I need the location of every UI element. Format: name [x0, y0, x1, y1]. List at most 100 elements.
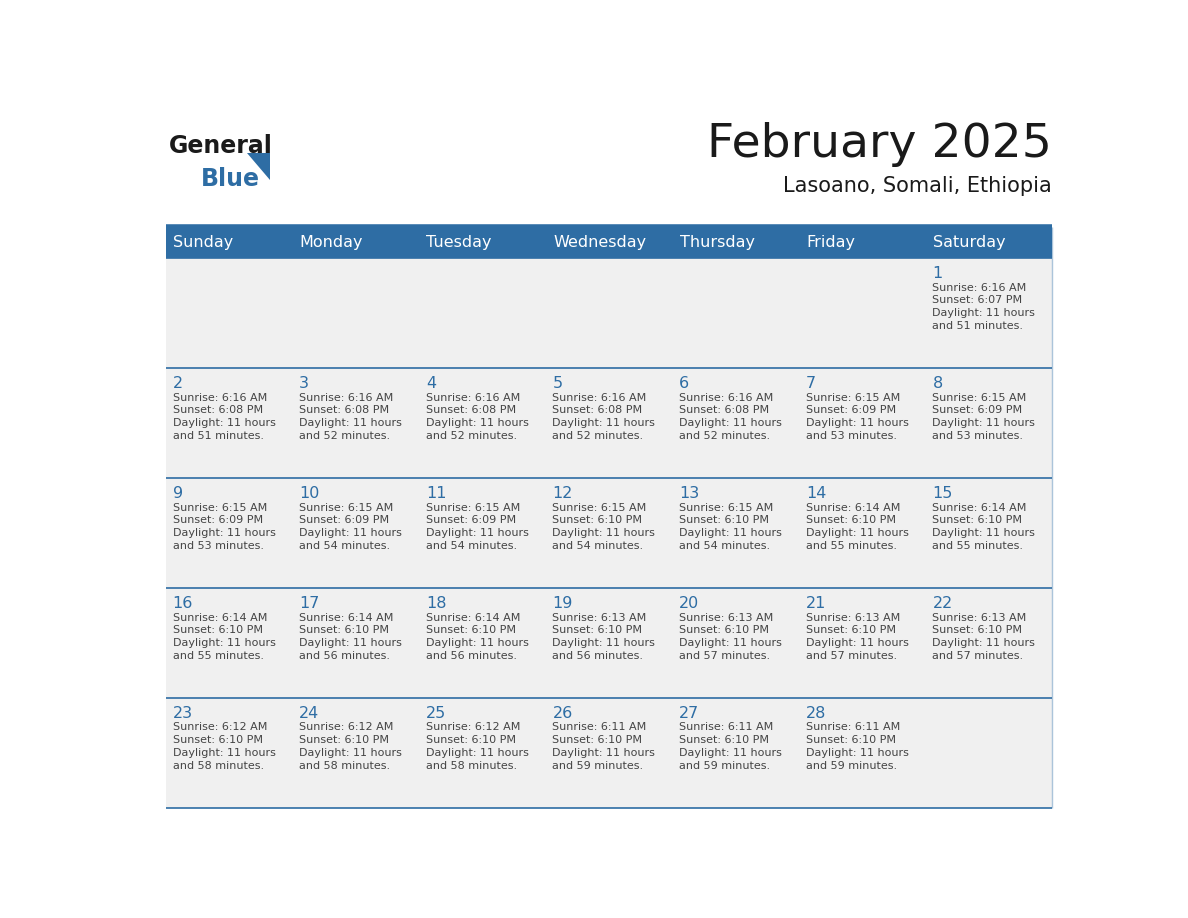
Text: Daylight: 11 hours: Daylight: 11 hours [425, 528, 529, 538]
Polygon shape [672, 478, 798, 588]
Text: and 55 minutes.: and 55 minutes. [172, 651, 264, 661]
Polygon shape [165, 698, 292, 808]
Text: Saturday: Saturday [933, 235, 1006, 250]
Text: General: General [169, 133, 272, 158]
Text: Daylight: 11 hours: Daylight: 11 hours [172, 638, 276, 648]
Text: 27: 27 [680, 706, 700, 721]
Polygon shape [419, 588, 545, 698]
Polygon shape [545, 227, 672, 258]
Text: Sunset: 6:09 PM: Sunset: 6:09 PM [933, 406, 1023, 415]
Text: and 59 minutes.: and 59 minutes. [680, 761, 770, 770]
Text: Sunset: 6:09 PM: Sunset: 6:09 PM [805, 406, 896, 415]
Polygon shape [798, 478, 925, 588]
Text: and 56 minutes.: and 56 minutes. [552, 651, 644, 661]
Text: Daylight: 11 hours: Daylight: 11 hours [805, 528, 909, 538]
Text: Sunrise: 6:15 AM: Sunrise: 6:15 AM [425, 502, 520, 512]
Polygon shape [545, 588, 672, 698]
Polygon shape [672, 368, 798, 478]
Text: Sunrise: 6:14 AM: Sunrise: 6:14 AM [172, 612, 267, 622]
Text: Daylight: 11 hours: Daylight: 11 hours [680, 748, 782, 758]
Text: Daylight: 11 hours: Daylight: 11 hours [425, 638, 529, 648]
Text: Sunrise: 6:15 AM: Sunrise: 6:15 AM [552, 502, 646, 512]
Text: and 56 minutes.: and 56 minutes. [299, 651, 390, 661]
Text: Sunrise: 6:16 AM: Sunrise: 6:16 AM [552, 393, 646, 403]
Text: Sunset: 6:10 PM: Sunset: 6:10 PM [172, 625, 263, 635]
Polygon shape [925, 698, 1053, 808]
Text: Daylight: 11 hours: Daylight: 11 hours [933, 638, 1035, 648]
Text: Daylight: 11 hours: Daylight: 11 hours [299, 418, 402, 428]
Text: Sunrise: 6:11 AM: Sunrise: 6:11 AM [805, 722, 901, 733]
Polygon shape [419, 258, 545, 368]
Polygon shape [247, 152, 270, 180]
Polygon shape [165, 258, 292, 368]
Text: Daylight: 11 hours: Daylight: 11 hours [933, 308, 1035, 318]
Polygon shape [925, 258, 1053, 368]
Text: Blue: Blue [201, 167, 260, 191]
Polygon shape [419, 368, 545, 478]
Text: Daylight: 11 hours: Daylight: 11 hours [933, 528, 1035, 538]
Text: Sunrise: 6:16 AM: Sunrise: 6:16 AM [299, 393, 393, 403]
Polygon shape [672, 588, 798, 698]
Text: 24: 24 [299, 706, 320, 721]
Text: and 52 minutes.: and 52 minutes. [425, 431, 517, 441]
Text: Sunset: 6:10 PM: Sunset: 6:10 PM [805, 625, 896, 635]
Text: Wednesday: Wednesday [554, 235, 646, 250]
Text: Daylight: 11 hours: Daylight: 11 hours [552, 748, 656, 758]
Text: and 58 minutes.: and 58 minutes. [172, 761, 264, 770]
Text: and 57 minutes.: and 57 minutes. [805, 651, 897, 661]
Polygon shape [292, 478, 419, 588]
Text: Sunrise: 6:13 AM: Sunrise: 6:13 AM [805, 612, 901, 622]
Text: and 58 minutes.: and 58 minutes. [299, 761, 391, 770]
Text: 7: 7 [805, 375, 816, 391]
Polygon shape [672, 258, 798, 368]
Text: and 54 minutes.: and 54 minutes. [299, 541, 391, 551]
Text: Daylight: 11 hours: Daylight: 11 hours [933, 418, 1035, 428]
Text: 4: 4 [425, 375, 436, 391]
Text: Sunrise: 6:13 AM: Sunrise: 6:13 AM [933, 612, 1026, 622]
Text: Sunset: 6:09 PM: Sunset: 6:09 PM [299, 515, 390, 525]
Text: Sunset: 6:10 PM: Sunset: 6:10 PM [552, 625, 643, 635]
Text: Sunrise: 6:16 AM: Sunrise: 6:16 AM [680, 393, 773, 403]
Text: Daylight: 11 hours: Daylight: 11 hours [552, 418, 656, 428]
Text: Sunrise: 6:14 AM: Sunrise: 6:14 AM [805, 502, 901, 512]
Polygon shape [798, 258, 925, 368]
Text: 2: 2 [172, 375, 183, 391]
Text: Sunset: 6:08 PM: Sunset: 6:08 PM [172, 406, 263, 415]
Text: 16: 16 [172, 596, 192, 610]
Text: Sunset: 6:10 PM: Sunset: 6:10 PM [299, 625, 390, 635]
Polygon shape [545, 698, 672, 808]
Polygon shape [165, 478, 292, 588]
Text: 12: 12 [552, 486, 573, 500]
Text: 22: 22 [933, 596, 953, 610]
Text: and 55 minutes.: and 55 minutes. [805, 541, 897, 551]
Text: Sunday: Sunday [173, 235, 233, 250]
Text: Sunrise: 6:16 AM: Sunrise: 6:16 AM [425, 393, 520, 403]
Polygon shape [165, 368, 292, 478]
Text: Daylight: 11 hours: Daylight: 11 hours [680, 638, 782, 648]
Text: Sunrise: 6:12 AM: Sunrise: 6:12 AM [425, 722, 520, 733]
Text: and 58 minutes.: and 58 minutes. [425, 761, 517, 770]
Text: Sunrise: 6:15 AM: Sunrise: 6:15 AM [299, 502, 393, 512]
Text: 11: 11 [425, 486, 447, 500]
Polygon shape [545, 258, 672, 368]
Text: 26: 26 [552, 706, 573, 721]
Text: Sunset: 6:10 PM: Sunset: 6:10 PM [680, 625, 769, 635]
Polygon shape [165, 227, 292, 258]
Polygon shape [292, 368, 419, 478]
Text: 20: 20 [680, 596, 700, 610]
Polygon shape [798, 227, 925, 258]
Text: and 57 minutes.: and 57 minutes. [680, 651, 770, 661]
Text: and 52 minutes.: and 52 minutes. [680, 431, 770, 441]
Text: 15: 15 [933, 486, 953, 500]
Polygon shape [925, 588, 1053, 698]
Text: 6: 6 [680, 375, 689, 391]
Text: 18: 18 [425, 596, 447, 610]
Text: Sunset: 6:10 PM: Sunset: 6:10 PM [933, 625, 1023, 635]
Text: 8: 8 [933, 375, 943, 391]
Text: Lasoano, Somali, Ethiopia: Lasoano, Somali, Ethiopia [783, 175, 1053, 196]
Text: Daylight: 11 hours: Daylight: 11 hours [299, 638, 402, 648]
Text: Sunset: 6:07 PM: Sunset: 6:07 PM [933, 296, 1023, 306]
Text: 17: 17 [299, 596, 320, 610]
Text: 25: 25 [425, 706, 446, 721]
Text: Sunrise: 6:13 AM: Sunrise: 6:13 AM [552, 612, 646, 622]
